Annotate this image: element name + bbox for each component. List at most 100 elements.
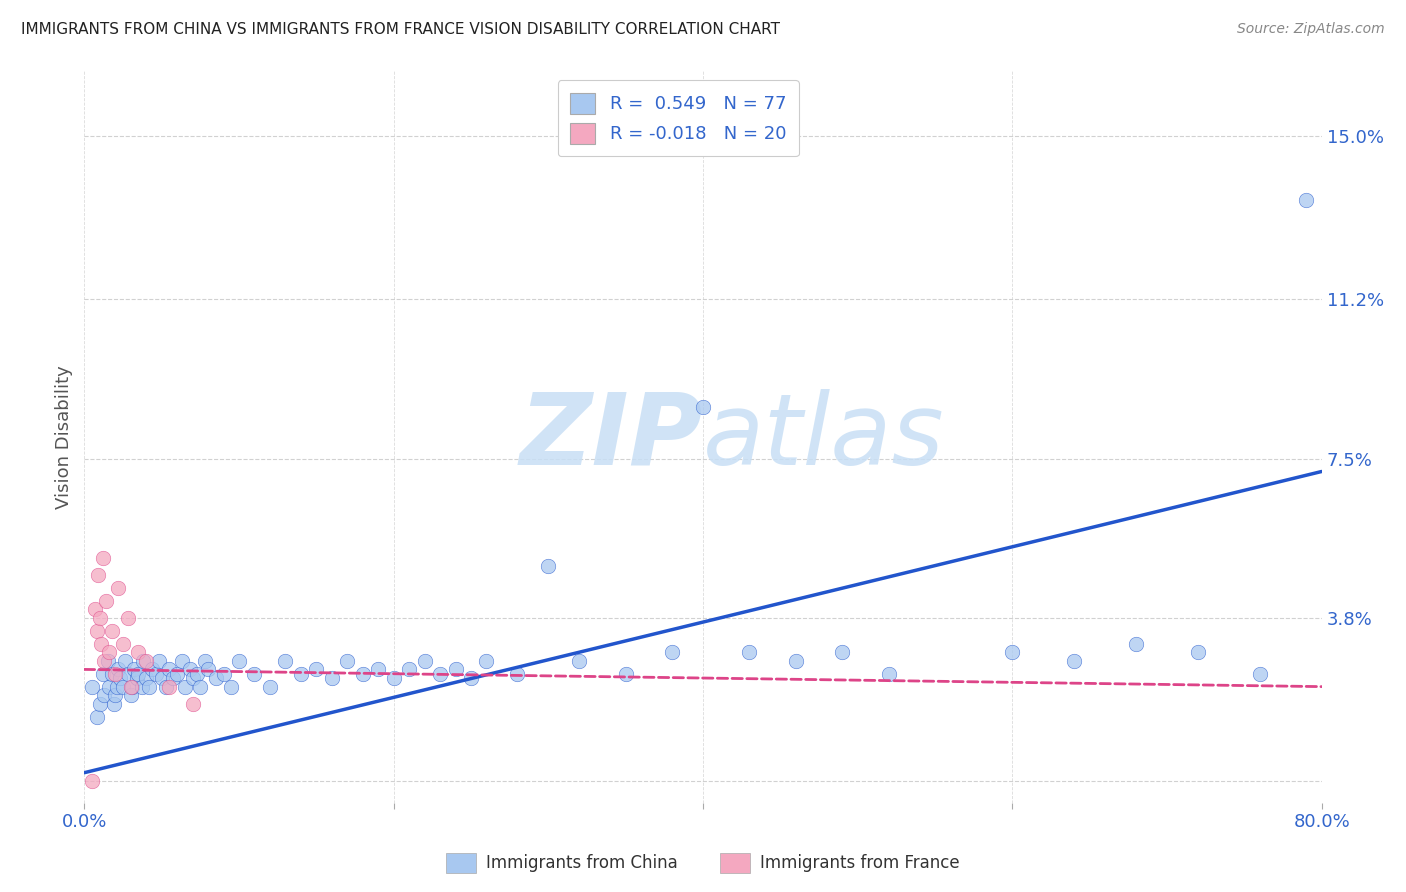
Point [159, 662, 180, 676]
Point [568, 654, 591, 668]
Point [186, 666, 208, 681]
Point [135, 671, 157, 685]
Point [141, 662, 163, 676]
Point [120, 688, 142, 702]
Point [125, 671, 148, 685]
Point [145, 666, 167, 681]
Point [194, 654, 217, 668]
Point [336, 654, 359, 668]
Point [1001, 645, 1024, 659]
Point [212, 666, 235, 681]
Point [93, 654, 115, 668]
Point [1187, 645, 1209, 659]
Point [108, 671, 131, 685]
Point [738, 645, 761, 659]
Point [127, 645, 149, 659]
Point [90, 637, 112, 651]
Point [131, 680, 153, 694]
Point [155, 680, 177, 694]
Point [107, 581, 129, 595]
Point [321, 671, 343, 685]
Point [661, 645, 683, 659]
Point [181, 697, 204, 711]
Point [104, 688, 127, 702]
Point [87, 567, 110, 582]
Point [121, 680, 143, 694]
Legend: Immigrants from China, Immigrants from France: Immigrants from China, Immigrants from F… [440, 847, 966, 880]
Point [120, 680, 142, 694]
Point [91, 550, 114, 565]
Point [170, 654, 193, 668]
Point [148, 654, 170, 668]
Point [259, 680, 281, 694]
Point [537, 559, 560, 574]
Point [305, 662, 328, 676]
Point [112, 637, 135, 651]
Point [93, 688, 115, 702]
Point [290, 666, 312, 681]
Point [132, 654, 155, 668]
Point [1295, 194, 1317, 208]
Point [96, 654, 118, 668]
Text: atlas: atlas [703, 389, 945, 485]
Point [352, 666, 374, 681]
Point [1125, 637, 1147, 651]
Point [692, 400, 714, 414]
Point [86, 710, 108, 724]
Point [135, 654, 157, 668]
Point [413, 654, 436, 668]
Point [117, 611, 139, 625]
Point [103, 697, 125, 711]
Point [444, 662, 467, 676]
Point [166, 666, 188, 681]
Y-axis label: Vision Disability: Vision Disability [55, 365, 73, 509]
Point [117, 666, 139, 681]
Point [274, 654, 297, 668]
Point [460, 671, 482, 685]
Point [98, 680, 121, 694]
Legend: R =  0.549   N = 77, R = -0.018   N = 20: R = 0.549 N = 77, R = -0.018 N = 20 [558, 80, 799, 156]
Point [506, 666, 529, 681]
Point [114, 654, 136, 668]
Point [181, 671, 204, 685]
Point [367, 662, 389, 676]
Text: ZIP: ZIP [520, 389, 703, 485]
Point [197, 662, 219, 676]
Point [429, 666, 451, 681]
Point [382, 671, 405, 685]
Point [122, 662, 145, 676]
Point [91, 666, 114, 681]
Point [174, 680, 197, 694]
Point [101, 624, 124, 638]
Point [127, 666, 149, 681]
Point [1063, 654, 1085, 668]
Point [84, 602, 107, 616]
Point [94, 593, 117, 607]
Point [1249, 666, 1271, 681]
Point [398, 662, 420, 676]
Point [101, 666, 124, 681]
Point [82, 680, 104, 694]
Point [150, 671, 173, 685]
Point [86, 624, 108, 638]
Point [219, 680, 242, 694]
Point [138, 680, 160, 694]
Point [243, 666, 266, 681]
Point [877, 666, 900, 681]
Text: Source: ZipAtlas.com: Source: ZipAtlas.com [1237, 22, 1385, 37]
Point [82, 774, 104, 789]
Point [89, 697, 111, 711]
Point [105, 680, 128, 694]
Point [104, 666, 127, 681]
Point [107, 662, 129, 676]
Point [179, 662, 201, 676]
Text: IMMIGRANTS FROM CHINA VS IMMIGRANTS FROM FRANCE VISION DISABILITY CORRELATION CH: IMMIGRANTS FROM CHINA VS IMMIGRANTS FROM… [21, 22, 780, 37]
Point [89, 611, 111, 625]
Point [614, 666, 637, 681]
Point [159, 680, 180, 694]
Point [188, 680, 211, 694]
Point [162, 671, 184, 685]
Point [98, 645, 121, 659]
Point [785, 654, 807, 668]
Point [475, 654, 498, 668]
